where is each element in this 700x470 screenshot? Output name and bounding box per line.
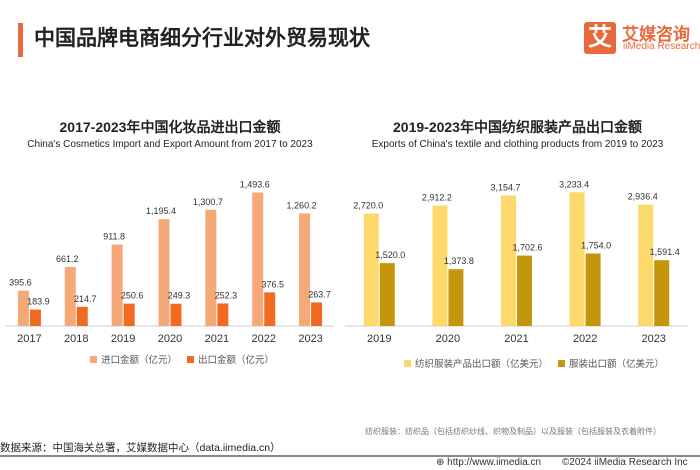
chart-2-data-label: 2,936.4 [628,192,658,202]
legend-label-import: 进口金额（亿元） [101,355,178,366]
chart-1-data-label: 1,493.6 [240,180,270,190]
chart-2-data-label: 2,720.0 [353,201,383,211]
chart-1-x-tick: 2017 [17,333,41,345]
chart-1-data-label: 183.9 [27,297,50,307]
chart-2-note: 纺织服装：纺织品（包括纺织纱线、织物及制品）以及服装（包括服装及衣着附件） [365,427,661,436]
chart-2-legend: 纺织服装产品出口额（亿美元） 服装出口额（亿美元） [404,356,664,370]
footer-url[interactable]: http://www.iimedia.cn [447,457,542,468]
chart-1-data-label: 214.7 [74,294,97,304]
chart-1-bar-series2 [170,303,182,326]
chart-1-x-tick: 2023 [298,333,322,345]
chart-2-bar-series1 [569,192,585,326]
chart-1-x-tick: 2019 [111,333,135,345]
chart-1-bar-series1 [299,213,311,326]
chart-1-data-label: 263.7 [308,289,331,299]
chart-2-x-tick: 2020 [436,333,460,345]
chart-2-title: 2019-2023年中国纺织服装产品出口金额 [393,119,642,135]
chart-2-subtitle: Exports of China's textile and clothing … [371,139,664,150]
page-title: 中国品牌电商细分行业对外贸易现状 [34,27,370,50]
chart-1-bar-series1 [64,266,76,326]
chart-2-bar-series2 [585,253,601,326]
legend-swatch-apparel [558,359,566,367]
chart-1-title: 2017-2023年中国化妆品进出口金额 [59,119,281,135]
footer-copyright: ©2024 iiMedia Research Inc [561,457,688,468]
legend-label-export: 出口金额（亿元） [198,355,275,366]
legend-swatch-import [90,355,97,363]
chart-1-data-label: 911.8 [103,232,125,242]
chart-2-x-tick: 2022 [573,333,597,345]
footer: ⊕ http://www.iimedia.cn ©2024 iiMedia Re… [436,457,688,468]
chart-2-data-label: 1,520.0 [375,250,405,260]
chart-1-bar-series2 [264,292,276,326]
chart-1-bar-series2 [29,309,41,326]
legend-swatch-textile [404,359,411,367]
chart-2-data-label: 1,591.4 [650,247,680,257]
chart-1-bar-series2 [217,303,229,326]
chart-1-bar-series1 [252,192,264,326]
chart-1-legend: 进口金额（亿元） 出口金额（亿元） [90,352,274,366]
chart-1-data-label: 249.3 [168,291,191,301]
chart-2-data-label: 3,154.7 [490,183,520,193]
chart-1-data-label: 661.2 [56,254,79,264]
footer-divider [0,455,700,457]
chart-2-bar-series2 [448,269,464,326]
chart-1-bar-series1 [158,219,170,326]
chart-1-data-label: 395.6 [9,278,32,288]
chart-2-x-tick: 2019 [367,333,391,345]
chart-2-bar-series2 [517,255,532,326]
chart-1-x-tick: 2021 [205,333,229,345]
legend-swatch-export [187,355,195,363]
logo-name-en: iiMedia Research [623,41,700,52]
chart-1-data-label: 1,195.4 [146,206,176,216]
chart-2-data-label: 2,912.2 [422,193,452,203]
logo-name-cn: 艾媒咨询 [622,25,690,44]
legend-label-textile: 纺织服装产品出口额（亿美元） [415,359,549,370]
chart-2-data-label: 1,373.8 [444,256,474,266]
chart-1-bar-series1 [205,209,217,326]
chart-1-bar-series2 [76,306,88,326]
chart-2-bar-series1 [638,204,654,326]
chart-1-bar-series2 [123,303,135,326]
chart-2-x-tick: 2023 [641,333,665,345]
chart-2-bar-series1 [363,213,379,326]
legend-label-apparel: 服装出口额（亿美元） [569,359,665,370]
chart-1-data-label: 1,300.7 [193,197,223,207]
chart-1-x-tick: 2022 [251,333,275,345]
chart-1-x-tick: 2020 [158,333,182,345]
chart-2-data-label: 1,702.6 [512,243,542,253]
title-accent-bar [18,23,23,57]
data-source: 数据来源：中国海关总署，艾媒数据中心（data.iimedia.cn） [0,442,281,454]
chart-2-data-label: 1,754.0 [581,240,611,250]
chart-2-bar-series2 [654,260,670,326]
chart-1-x-tick: 2018 [64,333,88,345]
chart-2-bar-series1 [432,205,448,326]
chart-1-data-label: 1,260.2 [287,200,317,210]
chart-2-bar-series2 [379,263,395,326]
chart-2-data-label: 3,233.4 [559,179,589,189]
globe-icon: ⊕ [436,457,445,468]
logo-mark: 艾 [584,22,616,54]
chart-1-subtitle: China's Cosmetics Import and Export Amou… [27,139,313,150]
chart-1-bar-series1 [111,244,123,326]
chart-2-bar-series1 [501,195,516,326]
chart-1-data-label: 252.3 [215,290,238,300]
chart-2-x-tick: 2021 [504,333,528,345]
chart-1-data-label: 376.5 [261,279,284,289]
chart-1-bar-series1 [17,290,29,326]
chart-1-bar-series2 [311,302,323,326]
chart-1-data-label: 250.6 [121,291,144,301]
